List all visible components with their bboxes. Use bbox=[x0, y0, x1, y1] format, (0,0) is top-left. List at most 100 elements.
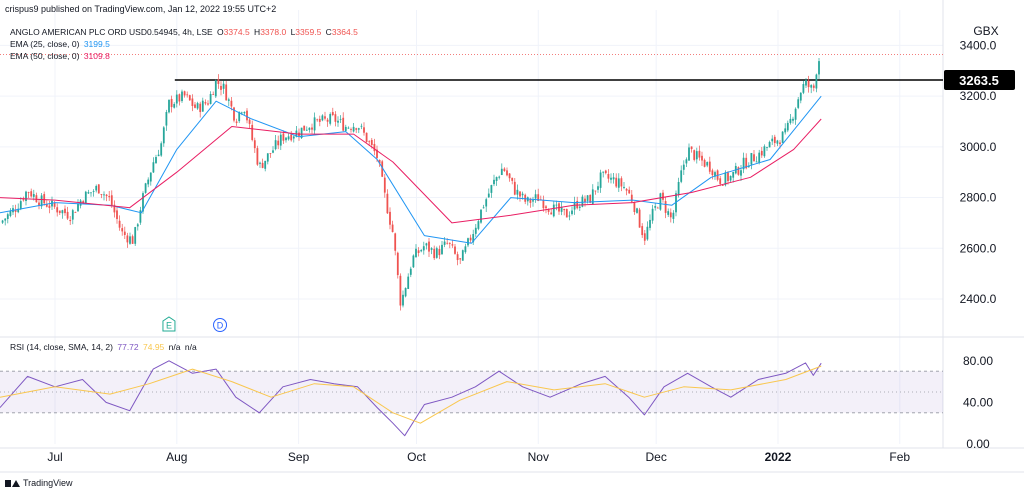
candle-body bbox=[732, 171, 735, 178]
candle-body bbox=[329, 114, 332, 124]
candle-body bbox=[773, 136, 776, 144]
candle-body bbox=[529, 199, 532, 203]
candle-body bbox=[261, 162, 264, 168]
rsi-sma-value: 74.95 bbox=[143, 342, 165, 352]
candle-body bbox=[805, 80, 807, 86]
price-tick-label: 3200.0 bbox=[960, 89, 997, 103]
candle-body bbox=[394, 233, 397, 251]
candle-body bbox=[220, 85, 222, 90]
candle-body bbox=[763, 146, 766, 157]
candle-body bbox=[355, 128, 358, 130]
time-tick-label: Aug bbox=[166, 450, 187, 464]
candle-body bbox=[480, 209, 482, 223]
candle-body bbox=[477, 221, 480, 229]
candle-body bbox=[157, 154, 160, 157]
publisher-caption: crispus9 published on TradingView.com, J… bbox=[5, 4, 277, 14]
candle-body bbox=[4, 218, 7, 221]
candle-body bbox=[779, 142, 781, 145]
candle-body bbox=[152, 162, 155, 173]
candle-body bbox=[165, 111, 168, 126]
candle-body bbox=[287, 136, 290, 140]
candle-body bbox=[461, 250, 464, 261]
rsi-line bbox=[0, 360, 822, 437]
candle-body bbox=[383, 177, 386, 193]
candle-body bbox=[272, 150, 274, 153]
tradingview-logo-icon bbox=[5, 479, 20, 488]
candle-body bbox=[175, 94, 178, 104]
close-value: 3364.5 bbox=[331, 27, 358, 37]
candle-body bbox=[420, 250, 423, 252]
candle-body bbox=[578, 206, 581, 208]
candle-body bbox=[352, 126, 355, 132]
candle-body bbox=[17, 208, 20, 213]
candle-body bbox=[264, 160, 267, 169]
candle-body bbox=[623, 186, 625, 188]
candle-body bbox=[66, 211, 69, 219]
candle-body bbox=[238, 111, 241, 122]
candle-body bbox=[422, 246, 425, 251]
candle-body bbox=[776, 140, 779, 144]
candle-body bbox=[490, 185, 493, 193]
candle-body bbox=[573, 201, 576, 210]
price-tick-label: 2800.0 bbox=[960, 191, 997, 205]
candle-body bbox=[365, 132, 368, 142]
rsi-na-2: n/a bbox=[184, 342, 197, 352]
candle-body bbox=[591, 189, 594, 204]
candle-body bbox=[742, 157, 745, 170]
candle-body bbox=[389, 211, 391, 225]
price-levels bbox=[0, 53, 943, 81]
candle-body bbox=[662, 192, 664, 200]
ema50-label: EMA (50, close, 0) bbox=[10, 51, 80, 61]
dividend-marker-icon[interactable] bbox=[213, 318, 228, 332]
open-value: 3374.5 bbox=[223, 27, 250, 37]
candle-body bbox=[807, 80, 810, 88]
candle-body bbox=[233, 107, 235, 121]
candle-body bbox=[48, 205, 51, 208]
candle-body bbox=[162, 127, 165, 144]
candle-body bbox=[391, 224, 394, 233]
candle-body bbox=[786, 122, 789, 131]
candle-body bbox=[100, 194, 103, 195]
ema25-label: EMA (25, close, 0) bbox=[10, 39, 80, 49]
candle-body bbox=[274, 140, 277, 150]
candle-body bbox=[740, 170, 742, 176]
candle-body bbox=[729, 175, 732, 181]
symbol-label: ANGLO AMERICAN PLC ORD USD0.54945, 4h, L… bbox=[10, 27, 213, 37]
candle-body bbox=[217, 79, 220, 84]
candle-body bbox=[415, 248, 417, 258]
candle-body bbox=[311, 127, 313, 130]
candle-body bbox=[404, 288, 407, 297]
candle-body bbox=[69, 219, 72, 222]
candle-body bbox=[142, 193, 144, 212]
candle-body bbox=[368, 141, 371, 143]
candle-body bbox=[690, 146, 693, 150]
time-tick-label: Nov bbox=[528, 450, 549, 464]
high-label: H bbox=[254, 27, 261, 37]
candle-body bbox=[370, 139, 373, 145]
candle-body bbox=[9, 210, 12, 216]
candle-body bbox=[121, 228, 124, 232]
candle-body bbox=[105, 194, 108, 197]
candle-body bbox=[506, 170, 508, 176]
candle-body bbox=[511, 177, 514, 181]
earnings-marker-icon[interactable] bbox=[162, 316, 176, 332]
candle-body bbox=[90, 192, 92, 194]
candle-body bbox=[584, 198, 586, 203]
candle-body bbox=[701, 155, 703, 161]
candle-body bbox=[568, 215, 571, 217]
candle-body bbox=[342, 117, 345, 131]
candle-body bbox=[344, 126, 347, 131]
candle-body bbox=[417, 250, 420, 253]
candle-body bbox=[638, 209, 641, 228]
candle-body bbox=[360, 125, 363, 127]
time-tick-label: Feb bbox=[889, 450, 910, 464]
candle-body bbox=[256, 148, 259, 165]
candle-body bbox=[495, 177, 498, 181]
candle-body bbox=[25, 191, 27, 202]
candle-body bbox=[714, 172, 716, 177]
candle-body bbox=[331, 112, 334, 116]
candle-body bbox=[628, 189, 631, 194]
candle-body bbox=[339, 118, 342, 120]
